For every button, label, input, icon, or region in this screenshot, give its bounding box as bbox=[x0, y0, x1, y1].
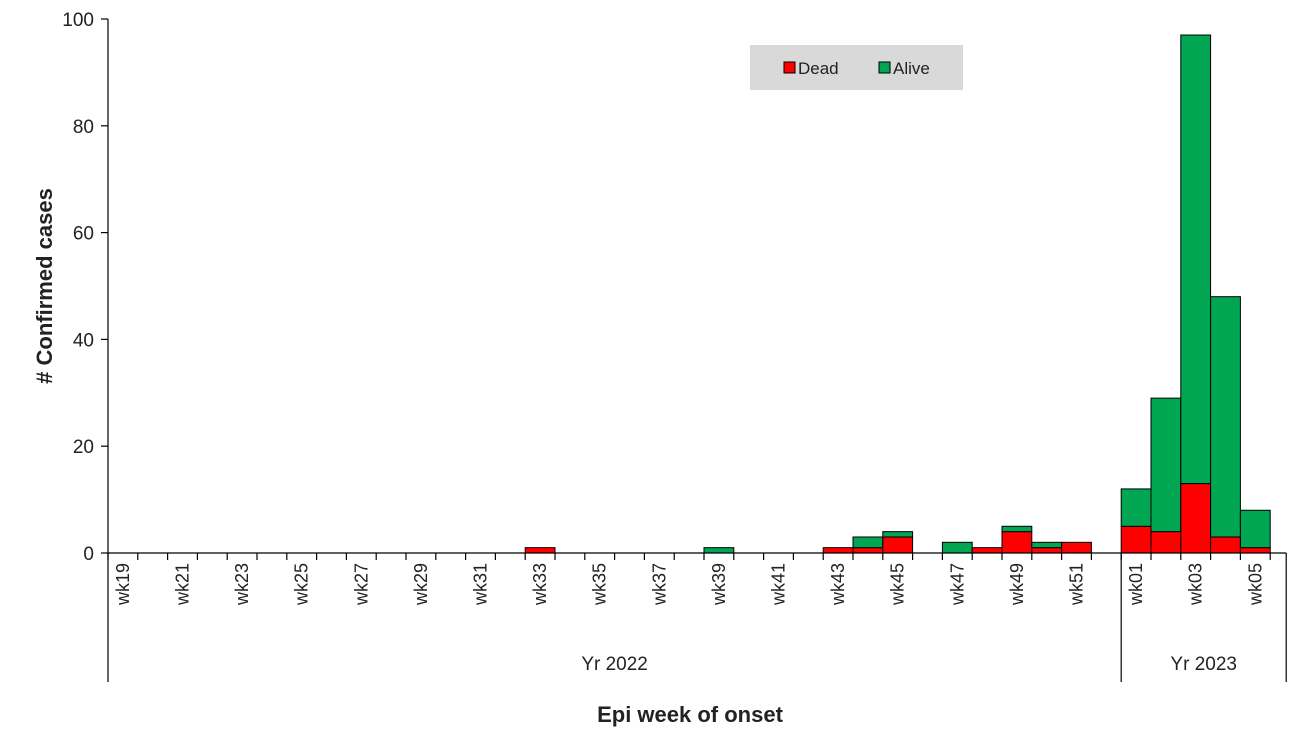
year-group-label-1: Yr 2023 bbox=[1170, 654, 1237, 675]
bar-alive-wk01 bbox=[1120, 488, 1152, 527]
x-tick-label-wk01: wk01 bbox=[1126, 563, 1146, 606]
x-tick-label-wk25: wk25 bbox=[292, 563, 312, 606]
x-tick-label-wk21: wk21 bbox=[173, 563, 193, 606]
bar-dead-wk44 bbox=[852, 547, 884, 554]
bar-alive-wk44 bbox=[852, 536, 884, 549]
x-tick-label-wk51: wk51 bbox=[1067, 563, 1087, 606]
x-tick-label-wk05: wk05 bbox=[1245, 563, 1265, 606]
y-tick-label-20: 20 bbox=[73, 437, 94, 458]
bar-dead-wk05 bbox=[1239, 547, 1271, 554]
year-groups-layer: Yr 2022 Yr 2023 bbox=[581, 553, 1287, 682]
x-tick-label-wk29: wk29 bbox=[411, 563, 431, 606]
bar-dead-wk45 bbox=[882, 536, 914, 554]
x-tick-label-wk45: wk45 bbox=[888, 563, 908, 606]
legend-swatch-alive bbox=[878, 61, 891, 74]
bar-alive-wk04 bbox=[1210, 296, 1241, 538]
x-tick-label-wk31: wk31 bbox=[471, 563, 491, 606]
year-group-label-0: Yr 2022 bbox=[581, 654, 648, 675]
x-tick-label-wk33: wk33 bbox=[530, 563, 550, 606]
x-tick-label-wk35: wk35 bbox=[590, 563, 610, 606]
y-tick-label-40: 40 bbox=[73, 330, 94, 351]
legend-label-dead: Dead bbox=[798, 59, 839, 78]
bar-dead-wk01 bbox=[1120, 525, 1152, 554]
bar-dead-wk48 bbox=[971, 547, 1003, 554]
bar-alive-wk05 bbox=[1239, 509, 1271, 549]
axes-layer bbox=[107, 19, 1287, 682]
bar-alive-wk49 bbox=[1001, 525, 1033, 533]
y-tick-label-80: 80 bbox=[73, 117, 94, 138]
bar-dead-wk33 bbox=[524, 547, 556, 554]
x-tick-label-wk47: wk47 bbox=[947, 563, 967, 606]
bar-dead-wk50 bbox=[1031, 547, 1063, 554]
y-axis-title: # Confirmed cases bbox=[32, 188, 57, 384]
x-tick-label-wk19: wk19 bbox=[113, 563, 133, 606]
x-tick-label-wk27: wk27 bbox=[351, 563, 371, 606]
legend-swatch-dead bbox=[783, 61, 796, 74]
bar-alive-wk03 bbox=[1180, 34, 1212, 485]
bar-dead-wk02 bbox=[1150, 531, 1182, 554]
bar-dead-wk51 bbox=[1061, 541, 1092, 554]
y-tick-label-100: 100 bbox=[62, 10, 94, 31]
ticks-layer: 0 20 40 60 80 100 wk19 wk21 wk23 wk25 wk27 wk29 wk31… bbox=[62, 10, 1271, 606]
bar-alive-wk50 bbox=[1031, 541, 1063, 549]
x-tick-label-wk39: wk39 bbox=[709, 563, 729, 606]
legend-label-alive: Alive bbox=[893, 59, 930, 78]
x-tick-label-wk03: wk03 bbox=[1186, 563, 1206, 606]
bar-alive-wk45 bbox=[882, 531, 914, 538]
x-tick-label-wk37: wk37 bbox=[649, 563, 669, 606]
bar-alive-wk02 bbox=[1150, 397, 1182, 533]
bar-dead-wk04 bbox=[1210, 536, 1241, 554]
x-tick-label-wk43: wk43 bbox=[828, 563, 848, 606]
y-tick-label-60: 60 bbox=[73, 224, 94, 245]
bar-dead-wk03 bbox=[1180, 483, 1212, 554]
x-tick-label-wk49: wk49 bbox=[1007, 563, 1027, 606]
legend: Dead Alive bbox=[750, 45, 963, 90]
bar-dead-wk43 bbox=[822, 547, 854, 554]
bar-alive-wk39 bbox=[703, 547, 735, 554]
bars-layer bbox=[524, 34, 1271, 554]
legend-background bbox=[750, 45, 963, 90]
bar-dead-wk49 bbox=[1001, 531, 1033, 554]
x-tick-label-wk41: wk41 bbox=[769, 563, 789, 606]
bar-alive-wk47 bbox=[941, 541, 973, 554]
x-axis-title: Epi week of onset bbox=[597, 702, 783, 727]
x-tick-label-wk23: wk23 bbox=[232, 563, 252, 606]
y-tick-label-0: 0 bbox=[83, 544, 94, 565]
